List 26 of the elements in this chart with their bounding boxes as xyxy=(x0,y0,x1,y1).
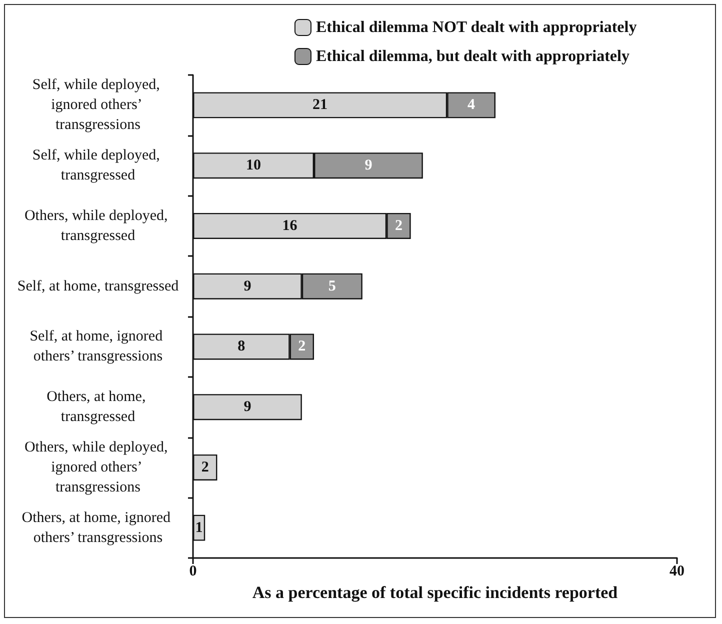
data-label: 9 xyxy=(244,278,252,294)
y-tick-label: Others, while deployed, transgressed xyxy=(24,208,172,244)
legend-label: Ethical dilemma, but dealt with appropriately xyxy=(316,48,630,65)
data-label: 9 xyxy=(364,158,372,174)
y-tick-label: Others, while deployed, ignored others’ transgressions xyxy=(24,439,172,496)
x-tick-label: 40 xyxy=(670,564,684,580)
data-label: 9 xyxy=(244,399,252,416)
data-label: 2 xyxy=(394,218,402,234)
x-axis-title: As a percentage of total specific incidents reported xyxy=(252,582,618,602)
data-label: 21 xyxy=(312,97,328,114)
data-label: 5 xyxy=(328,278,336,294)
x-tick-label: 0 xyxy=(189,564,197,580)
y-tick-label: Self, at home, ignored others’ transgressions xyxy=(30,328,166,365)
y-tick-label: Self, while deployed, transgressed xyxy=(32,148,164,184)
data-label: 2 xyxy=(298,338,306,355)
data-label: 16 xyxy=(282,218,298,234)
data-label: 8 xyxy=(238,338,246,355)
y-tick-label: Self, at home, transgressed xyxy=(17,278,180,294)
data-label: 4 xyxy=(468,97,476,114)
data-label: 2 xyxy=(201,459,209,476)
data-label: 10 xyxy=(246,158,261,174)
y-tick-label: Others, at home, ignored others’ transgressions xyxy=(22,510,174,546)
y-tick-label: Others, at home, transgressed xyxy=(46,389,150,426)
y-tick-label: Self, while deployed, ignored others’ transgressions xyxy=(32,77,164,134)
data-label: 1 xyxy=(195,520,203,536)
legend-label: Ethical dilemma NOT dealt with appropriately xyxy=(316,19,637,36)
